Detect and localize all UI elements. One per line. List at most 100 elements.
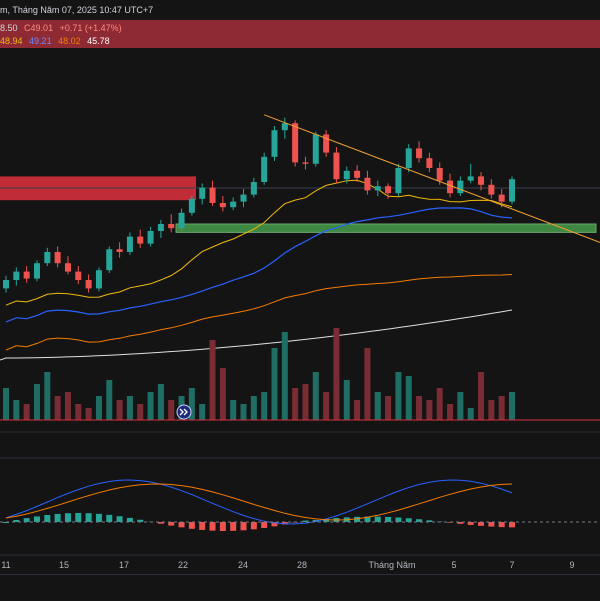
volume-bar [385,396,391,420]
x-tick-label: 28 [297,560,307,570]
candle-body [158,224,164,231]
ma-long-value: 45.78 [87,36,110,46]
candle-body [106,249,112,270]
volume-bar [24,404,30,420]
volume-bar [499,396,505,420]
x-tick-label: 5 [451,560,456,570]
candle-body [354,171,360,178]
candle-body [179,213,185,228]
volume-bar [323,392,329,420]
volume-bar [478,372,484,420]
x-tick-label: Tháng Năm [368,560,415,570]
candle-body [127,237,133,252]
volume-bar [241,404,247,420]
volume-bar [395,372,401,420]
candle-body [282,123,288,130]
candle-body [117,249,123,252]
macd-histogram-bar [189,522,195,529]
macd-histogram-bar [127,518,133,522]
macd-histogram-bar [230,522,236,531]
header-bar: m, Tháng Năm 07, 2025 10:47 UTC+7 [0,0,600,20]
volume-bar [468,408,474,420]
macd-histogram-bar [210,522,216,531]
volume-bar [117,400,123,420]
candle-body [189,199,195,213]
candle-body [488,185,494,195]
volume-bar [447,404,453,420]
macd-histogram-bar [96,514,102,522]
volume-bar [292,388,298,420]
volume-bar [261,392,267,420]
macd-histogram-bar [395,518,401,522]
volume-bar [354,400,360,420]
x-tick-label: 7 [509,560,514,570]
ohlc-value: 8.50 [0,23,18,33]
time-axis[interactable]: 11 15 17 22 24 28 Tháng Năm 5 7 9 [0,556,600,574]
x-tick-label: 24 [238,560,248,570]
volume-bar [220,368,226,420]
candle-body [3,280,9,288]
x-tick-label: 17 [119,560,129,570]
volume-bar [137,404,143,420]
volume-bar [168,400,174,420]
x-tick-label: 11 [1,560,10,570]
candle-body [447,181,453,194]
candle-body [271,130,277,157]
volume-bar [344,380,350,420]
candle-body [457,181,463,194]
bottom-toolbar [0,574,600,601]
macd-histogram-bar [499,522,505,527]
volume-bar [282,332,288,420]
support-zone [176,224,596,232]
volume-bar [457,392,463,420]
macd-histogram-bar [406,518,412,522]
volume-bar [13,400,19,420]
volume-bar [230,400,236,420]
volume-bar [509,392,515,420]
candle-body [148,231,154,244]
volume-bar [251,396,257,420]
volume-bar [199,404,205,420]
candle-body [437,168,443,181]
volume-bar [106,380,112,420]
candle-body [210,188,216,203]
macd-histogram-bar [75,513,81,522]
double-chevron-icon[interactable] [177,405,191,419]
candle-body [344,171,350,179]
candle-body [75,272,81,280]
candle-body [478,176,484,184]
volume-bar [426,400,432,420]
candle-body [375,186,381,190]
volume-bar [34,384,40,420]
macd-histogram-bar [354,517,360,522]
candle-body [292,123,298,162]
datetime-label: m, Tháng Năm 07, 2025 10:47 UTC+7 [0,5,153,15]
candle-body [44,252,50,263]
macd-histogram-bar [488,522,494,527]
volume-bar [375,392,381,420]
macd-histogram-bar [241,522,247,530]
volume-bar [210,340,216,420]
volume-bar [416,396,422,420]
volume-bar [271,348,277,420]
volume-bar [302,384,308,420]
candle-body [168,224,174,228]
volume-bar [406,376,412,420]
volume-bar [437,388,443,420]
macd-histogram-bar [261,522,267,528]
candle-body [499,195,505,202]
ma-fast-value: 48.94 [0,36,23,46]
macd-histogram-bar [117,516,123,522]
candle-body [34,263,40,278]
candle-body [65,263,71,271]
candle-body [199,188,205,199]
volume-bar [364,348,370,420]
macd-histogram-bar [168,522,174,526]
volume-bar [44,372,50,420]
volume-bar [96,396,102,420]
volume-bar [158,384,164,420]
volume-bar [65,392,71,420]
macd-histogram-bar [220,522,226,531]
